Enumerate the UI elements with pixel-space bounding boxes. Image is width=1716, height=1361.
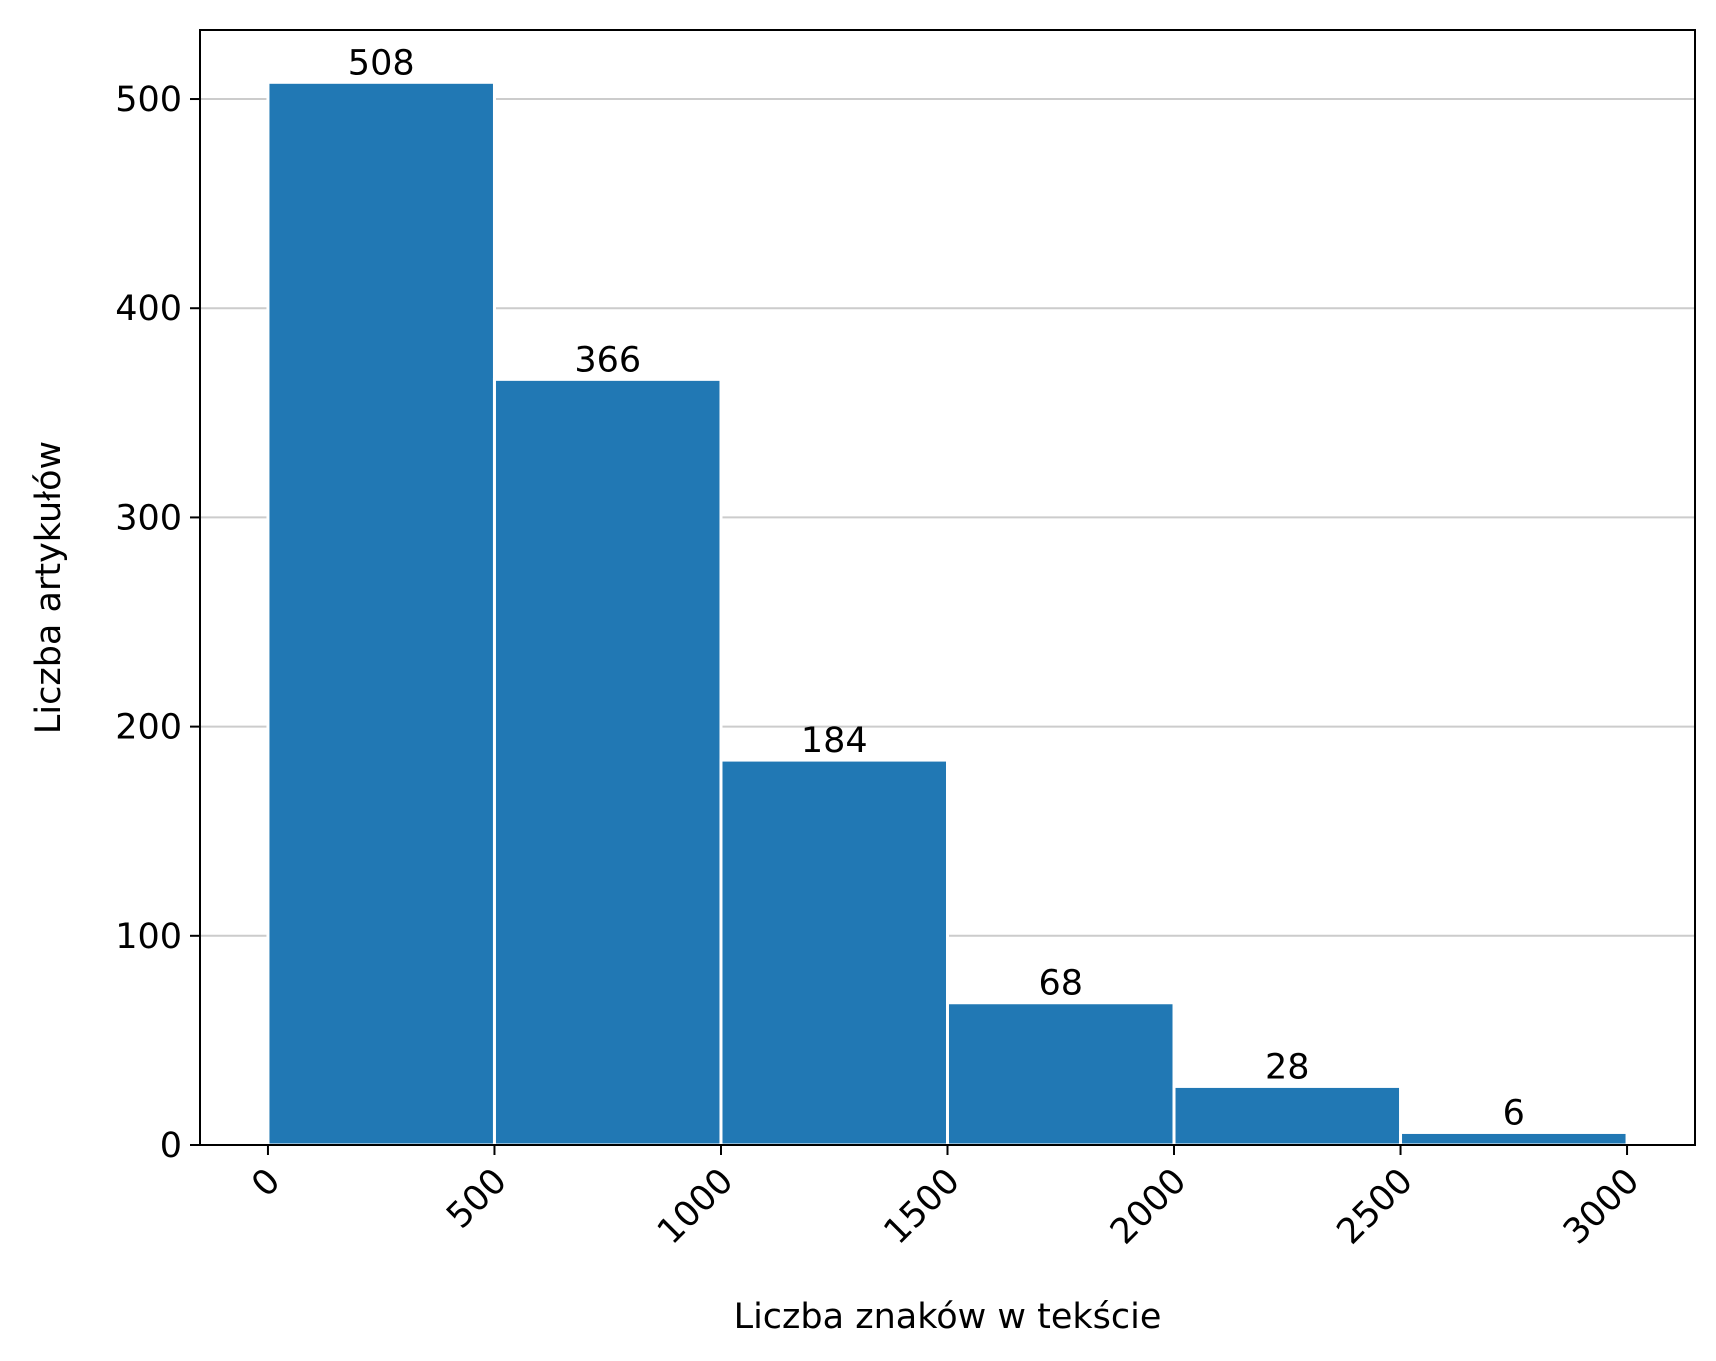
- x-tick-label: 0: [244, 1161, 288, 1205]
- bar: [266, 80, 496, 1147]
- y-tick-label: 300: [115, 498, 182, 538]
- x-axis-ticks: 0 500 1000 1500 2000 2500 3000: [244, 1145, 1647, 1252]
- y-tick-label: 500: [115, 80, 182, 120]
- bar: [492, 377, 723, 1147]
- y-axis-title: Liczba artykułów: [29, 441, 69, 734]
- x-tick-label: 2000: [1103, 1161, 1194, 1252]
- y-tick-label: 200: [115, 708, 182, 748]
- x-tick-label: 500: [439, 1161, 515, 1237]
- bar-value-label: 508: [348, 43, 415, 83]
- bar: [1172, 1084, 1403, 1147]
- bar-value-label: 68: [1038, 964, 1083, 1004]
- bar: [719, 758, 950, 1147]
- bar: [1399, 1130, 1629, 1147]
- x-tick-label: 2500: [1330, 1161, 1421, 1252]
- x-tick-label: 1000: [650, 1161, 741, 1252]
- x-axis-title: Liczba znaków w tekście: [734, 1297, 1162, 1337]
- bar-value-labels: 508 366 184 68 28 6: [348, 43, 1525, 1133]
- bar: [946, 1001, 1176, 1147]
- bar-value-label: 184: [801, 721, 868, 761]
- bar-value-label: 6: [1503, 1093, 1525, 1133]
- bar-value-label: 28: [1265, 1047, 1310, 1087]
- bars: [266, 80, 1629, 1147]
- y-axis-ticks: 0 100 200 300 400 500: [115, 80, 200, 1166]
- y-tick-label: 400: [115, 289, 182, 329]
- x-tick-label: 3000: [1556, 1161, 1647, 1252]
- x-tick-label: 1500: [877, 1161, 968, 1252]
- bar-value-label: 366: [574, 340, 641, 380]
- y-tick-label: 0: [160, 1126, 182, 1166]
- y-tick-label: 100: [115, 917, 182, 957]
